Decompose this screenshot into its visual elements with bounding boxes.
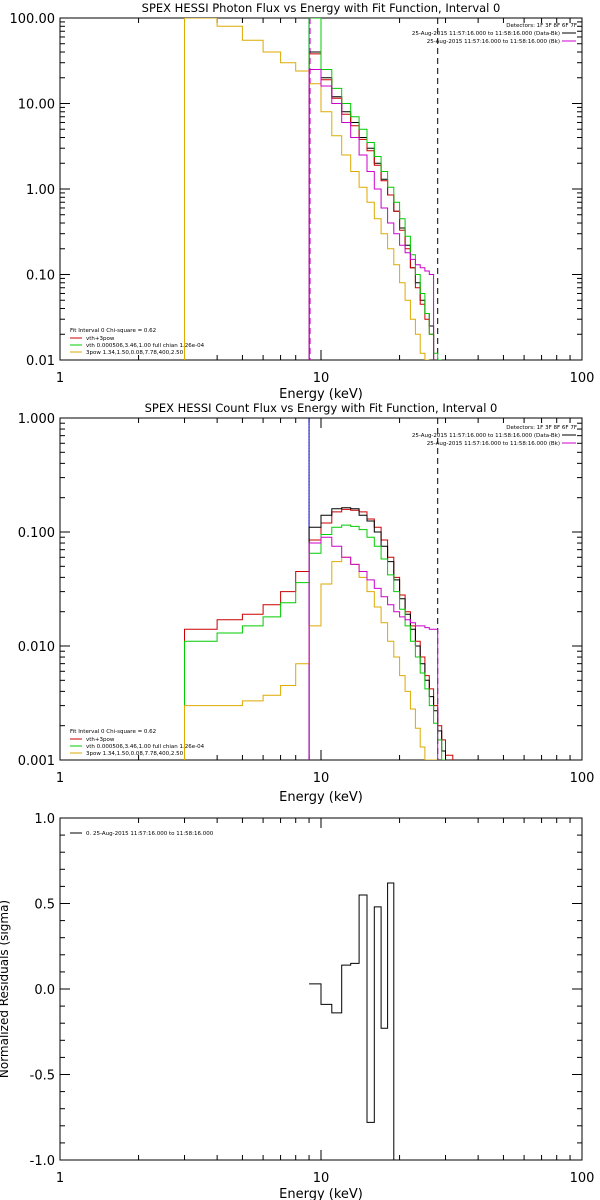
- panel-1-plot-area: [184, 18, 442, 360]
- panel-1-ytick-label: 0.01: [26, 354, 55, 369]
- panel-2-xtick-label: 1: [56, 771, 64, 786]
- panel-2-plot-area: [184, 418, 454, 760]
- panel-3-xtick-label: 1: [56, 1171, 64, 1186]
- panel-1-title: SPEX HESSI Photon Flux vs Energy with Fi…: [142, 1, 501, 15]
- panel-1-xtick-label: 1: [56, 371, 64, 386]
- panel-3-ytick-label: 1.0: [34, 812, 55, 827]
- panel-2-toprt-2: 25-Aug-2015 11:57:16.000 to 11:58:16.000…: [427, 441, 560, 447]
- panel-2-marks: 1 10 100 0.001 0.010 0.100 1.000: [18, 412, 595, 786]
- panel-2-xtick-label: 10: [313, 771, 330, 786]
- panel-1-legend-3: 3pow 1.34,1.50,0.08,7.78,400,2.50: [86, 350, 184, 356]
- panel-1-series-bk: [308, 69, 435, 360]
- panel-2-legend-1: vth+3pow: [86, 737, 115, 743]
- panel-1-marks: 1 10 100 0.01 0.10 1.00 10.00 100.00: [10, 12, 595, 386]
- panel-2-series-bk: [308, 536, 439, 760]
- panel-3-ytick-label: -1.0: [30, 1154, 55, 1169]
- panel-3-plot-area: [309, 882, 400, 1160]
- panel-2-legend-header: Fit Interval 0 Chi-square = 0.62: [70, 729, 156, 735]
- panel-3-marks: 1 10 100 -1.0 -0.5 0.0 0.5 1.0: [30, 812, 595, 1186]
- panel-1-xtick-label: 100: [570, 371, 595, 386]
- panel-2-title: SPEX HESSI Count Flux vs Energy with Fit…: [145, 401, 498, 415]
- panel-2-ytick-label: 0.001: [18, 754, 55, 769]
- panel-2-legend-3: 3pow 1.34,1.50,0.08,7.78,400,2.50: [86, 751, 184, 757]
- panel-3-series-0-25-aug-2015-11-57-16-000-to-11-58-16-000: [309, 882, 400, 1160]
- panel-2-legend-2: vth 0.000506,3.46,1.00 full chian 1.26e-…: [86, 744, 205, 750]
- panel-2-toprt-1: 25-Aug-2015 11:57:16.000 to 11:58:16.000…: [412, 433, 560, 439]
- panel-3-ytick-label: 0.0: [34, 983, 55, 998]
- panel-1-legend-2: vth 0.000506,3.46,1.00 full chian 1.26e-…: [86, 343, 205, 349]
- panel-2-ytick-label: 1.000: [18, 412, 55, 427]
- panel-2-xlabel: Energy (keV): [279, 790, 363, 805]
- panel-1-series-vth: [308, 18, 442, 360]
- panel-1-legend-1: vth+3pow: [86, 336, 115, 342]
- panel-2-series-3pow: [184, 556, 438, 760]
- panel-3-ytick-label: 0.5: [34, 898, 55, 913]
- panel-1-toprt-2: 25-Aug-2015 11:57:16.000 to 11:58:16.000…: [427, 39, 560, 45]
- panel-2-xtick-label: 100: [570, 771, 595, 786]
- panel-2-detectors: Detectors: 1F 3F 8F 6F 7F: [506, 425, 577, 431]
- panel-1-detectors: Detectors: 1F 3F 8F 6F 7F: [506, 23, 577, 29]
- panel-3-ylabel: Normalized Residuals (sigma): [0, 900, 11, 1078]
- panel-3-legend: 0. 25-Aug-2015 11:57:16.000 to 11:58:16.…: [86, 831, 214, 837]
- panel-1-xtick-label: 10: [313, 371, 330, 386]
- panel-1-ytick-label: 0.10: [26, 269, 55, 284]
- panel-1-xlabel: Energy (keV): [279, 387, 363, 402]
- panel-1-ytick-label: 10.00: [18, 98, 55, 113]
- panel-2-series-vth: [184, 524, 446, 760]
- panel-3-xlabel: Energy (keV): [279, 1187, 363, 1200]
- panel-2-ytick-label: 0.100: [18, 526, 55, 541]
- panel-3-xtick-label: 10: [313, 1171, 330, 1186]
- panel-3-ytick-label: -0.5: [30, 1069, 55, 1084]
- panel-count-flux: SPEX HESSI Count Flux vs Energy with Fit…: [59, 401, 583, 805]
- panel-1-legend-header: Fit Interval 0 Chi-square = 0.62: [70, 328, 156, 334]
- panel-1-ytick-label: 100.00: [10, 12, 56, 27]
- panel-2-ytick-label: 0.010: [18, 640, 55, 655]
- panel-1-toprt-1: 25-Aug-2015 11:57:16.000 to 11:58:16.000…: [412, 31, 560, 37]
- panel-1-series-3pow: [184, 18, 430, 360]
- panel-1-ytick-label: 1.00: [26, 183, 55, 198]
- panel-2-series-data-bk: [308, 507, 446, 760]
- panel-3-xtick-label: 100: [570, 1171, 595, 1186]
